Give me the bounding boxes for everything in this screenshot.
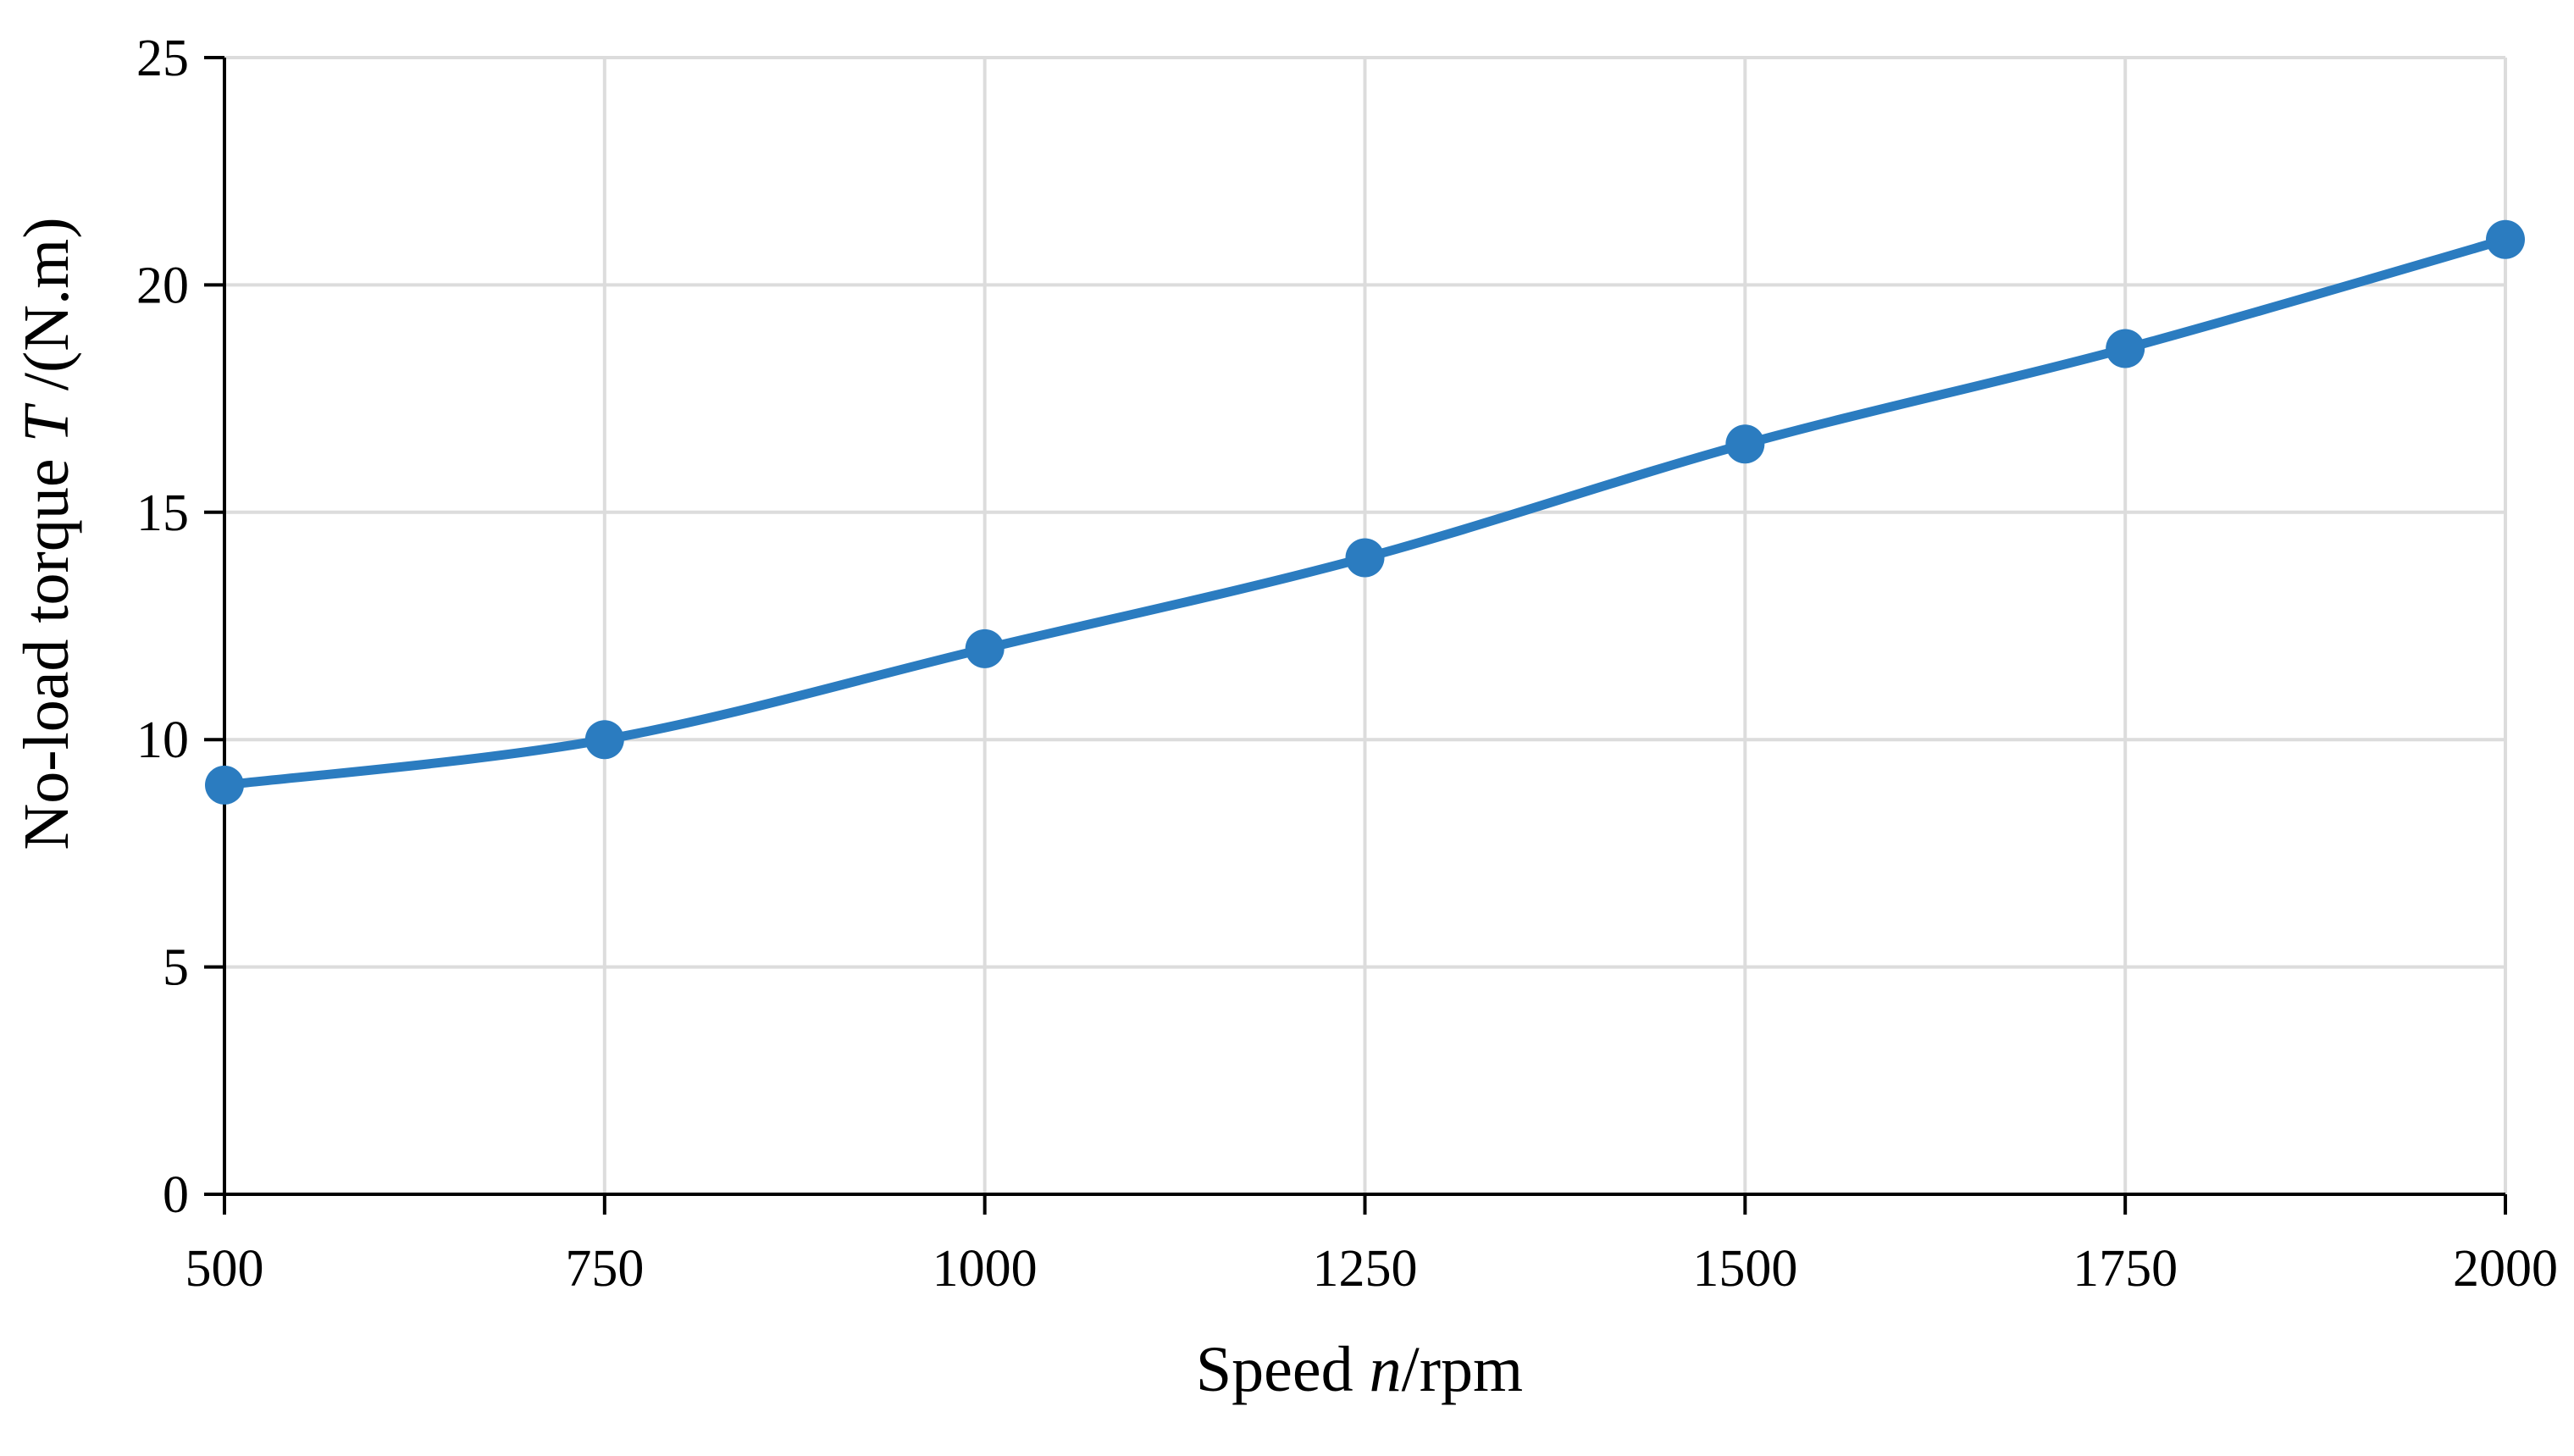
y-axis-title: No-load torque T /(N.m) [11,217,82,850]
x-tick-label: 1000 [933,1240,1038,1298]
data-point [1725,424,1765,464]
y-tick-labels: 0 5 10 15 20 25 [136,30,189,1224]
x-axis-title-variable: n [1370,1334,1402,1405]
y-tick-label: 15 [136,484,189,542]
x-tick-labels: 500 750 1000 1250 1500 1750 2000 [185,1240,2559,1298]
y-tick-label: 5 [163,939,189,997]
y-tick-label: 0 [163,1166,189,1224]
data-point [965,628,1005,668]
data-point [2106,329,2145,368]
x-tick-label: 1750 [2073,1240,2178,1298]
x-tick-label: 500 [185,1240,264,1298]
x-axis-title-prefix: Speed [1196,1334,1370,1405]
x-tick-label: 1250 [1313,1240,1418,1298]
y-axis-title-variable: T [11,402,82,442]
y-axis-title-prefix: No-load torque [11,442,82,850]
data-point [584,720,624,760]
grid [224,56,2507,1194]
series-layer [205,219,2525,805]
x-tick-label: 750 [565,1240,644,1298]
y-axis-title-suffix: /(N.m) [11,217,82,407]
x-tick-label: 2000 [2453,1240,2558,1298]
x-axis-title: Speed n/rpm [1196,1334,1523,1405]
y-tick-label: 25 [136,30,189,87]
y-tick-label: 10 [136,711,189,769]
axes [204,56,2507,1215]
y-tick-label: 20 [136,257,189,314]
x-axis-title-suffix: /rpm [1402,1334,1524,1405]
data-point [205,765,244,805]
x-tick-label: 1500 [1692,1240,1797,1298]
data-point [1345,538,1385,578]
data-point [2486,219,2525,259]
